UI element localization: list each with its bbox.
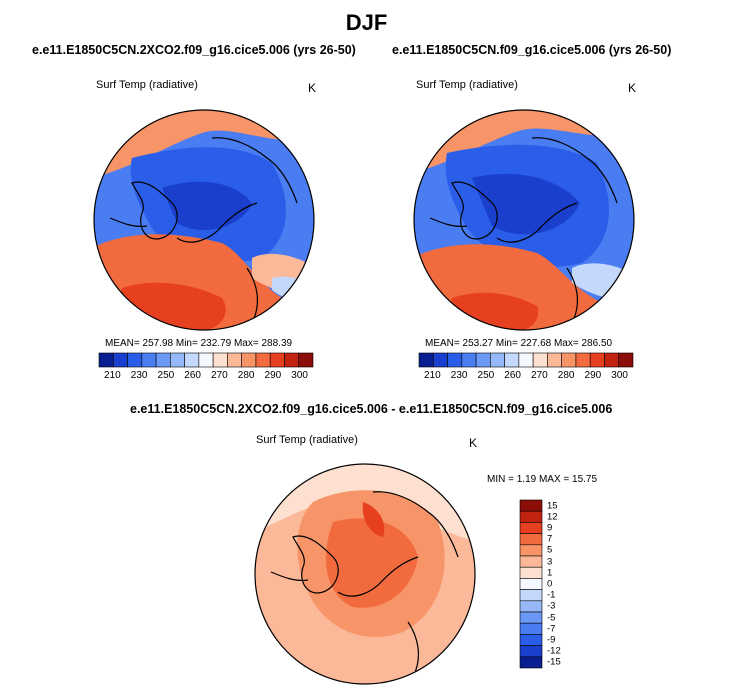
colorbar-tick-label: 1 [547, 567, 553, 579]
colorbar-swatch [269, 352, 285, 368]
panel3-colorbar-ticks: 15 12 9 7 5 3 1 0 -1 -3 -5 -7 -9 -12 -15 [547, 500, 577, 668]
colorbar-tick-label: 270 [531, 370, 548, 381]
colorbar-swatch [184, 352, 200, 368]
panel1-case-title: e.e11.E1850C5CN.2XCO2.f09_g16.cice5.006 … [32, 43, 356, 57]
colorbar-swatch [519, 499, 543, 512]
colorbar-tick-label: 9 [547, 522, 553, 534]
colorbar-tick-label: -15 [547, 656, 561, 668]
panel3-case-title: e.e11.E1850C5CN.2XCO2.f09_g16.cice5.006 … [130, 402, 613, 416]
colorbar-tick-label: 15 [547, 500, 558, 512]
colorbar-swatch [519, 578, 543, 590]
colorbar-tick-label: -9 [547, 634, 556, 646]
colorbar-swatch [519, 522, 543, 534]
colorbar-tick-label: 300 [291, 370, 308, 381]
colorbar-swatch [212, 352, 228, 368]
panel3-stats: MIN = 1.19 MAX = 15.75 [487, 474, 598, 485]
colorbar-tick-label: 260 [504, 370, 521, 381]
colorbar-tick-label: -12 [547, 645, 561, 657]
colorbar-swatch [519, 566, 543, 579]
colorbar-swatch [155, 352, 171, 368]
colorbar-swatch [532, 352, 548, 368]
colorbar-swatch [519, 656, 543, 669]
colorbar-swatch [170, 352, 185, 368]
panel2-colorbar-ticks: 210 230 250 260 270 280 290 300 [419, 370, 633, 382]
panel2-colorbar [418, 352, 634, 368]
colorbar-swatch [504, 352, 520, 368]
colorbar-tick-label: -5 [547, 612, 556, 624]
colorbar-tick-label: 210 [424, 370, 441, 381]
colorbar-swatch [519, 533, 543, 546]
colorbar-swatch [298, 352, 314, 368]
colorbar-swatch [519, 544, 543, 557]
colorbar-swatch [98, 352, 114, 368]
panel1-stats: MEAN= 257.98 Min= 232.79 Max= 288.39 [105, 338, 293, 349]
colorbar-swatch [241, 352, 257, 368]
panel3-units-label: K [469, 436, 478, 450]
colorbar-tick-label: -3 [547, 600, 556, 612]
colorbar-swatch [227, 352, 242, 368]
colorbar-swatch [604, 352, 620, 368]
colorbar-tick-label: 210 [104, 370, 121, 381]
panel3-variable-label: Surf Temp (radiative) [256, 434, 358, 446]
colorbar-swatch [519, 555, 543, 568]
colorbar-swatch [447, 352, 463, 368]
colorbar-swatch [284, 352, 300, 368]
colorbar-tick-label: 250 [157, 370, 175, 381]
colorbar-swatch [561, 352, 577, 368]
colorbar-swatch [432, 352, 448, 368]
colorbar-swatch [575, 352, 591, 368]
colorbar-tick-label: 230 [130, 370, 148, 381]
colorbar-tick-label: 290 [584, 370, 602, 381]
colorbar-tick-label: 12 [547, 511, 558, 523]
panel2-polar-map [413, 109, 635, 331]
panel1-units-label: K [308, 81, 317, 95]
panel2-case-title: e.e11.E1850C5CN.f09_g16.cice5.006 (yrs 2… [392, 43, 672, 57]
colorbar-swatch [418, 352, 434, 368]
colorbar-swatch [519, 622, 543, 635]
colorbar-swatch [589, 352, 605, 368]
colorbar-tick-label: 0 [547, 578, 553, 590]
panel2-stats: MEAN= 253.27 Min= 227.68 Max= 286.50 [425, 338, 613, 349]
colorbar-swatch [518, 352, 534, 368]
colorbar-swatch [127, 352, 143, 368]
panel1-polar-map [93, 109, 315, 331]
colorbar-swatch [519, 589, 543, 602]
colorbar-swatch [519, 611, 543, 624]
panel3-polar-map [254, 463, 476, 685]
colorbar-tick-label: -1 [547, 589, 556, 601]
colorbar-tick-label: 290 [264, 370, 282, 381]
colorbar-tick-label: 230 [450, 370, 468, 381]
panel1-colorbar-ticks: 210 230 250 260 270 280 290 300 [99, 370, 313, 382]
colorbar-swatch [112, 352, 128, 368]
colorbar-tick-label: 280 [237, 370, 255, 381]
colorbar-tick-label: 3 [547, 556, 553, 568]
figure-title: DJF [345, 10, 388, 35]
colorbar-tick-label: -7 [547, 623, 556, 635]
panel2-units-label: K [628, 81, 637, 95]
colorbar-swatch [255, 352, 271, 368]
colorbar-swatch [519, 634, 543, 646]
colorbar-tick-label: 7 [547, 533, 553, 545]
colorbar-swatch [519, 510, 543, 523]
panel1-variable-label: Surf Temp (radiative) [96, 79, 198, 91]
colorbar-swatch [618, 352, 634, 368]
colorbar-swatch [519, 600, 543, 613]
panel3-colorbar [519, 499, 543, 669]
colorbar-tick-label: 300 [611, 370, 628, 381]
colorbar-tick-label: 270 [211, 370, 228, 381]
colorbar-swatch [141, 352, 157, 368]
colorbar-swatch [475, 352, 491, 368]
colorbar-swatch [547, 352, 562, 368]
panel1-colorbar [98, 352, 314, 368]
panel2-variable-label: Surf Temp (radiative) [416, 79, 518, 91]
colorbar-tick-label: 280 [557, 370, 575, 381]
colorbar-tick-label: 260 [184, 370, 201, 381]
colorbar-tick-label: 250 [477, 370, 495, 381]
colorbar-tick-label: 5 [547, 544, 553, 556]
colorbar-swatch [461, 352, 477, 368]
colorbar-swatch [198, 352, 214, 368]
colorbar-swatch [519, 645, 543, 658]
colorbar-swatch [490, 352, 505, 368]
